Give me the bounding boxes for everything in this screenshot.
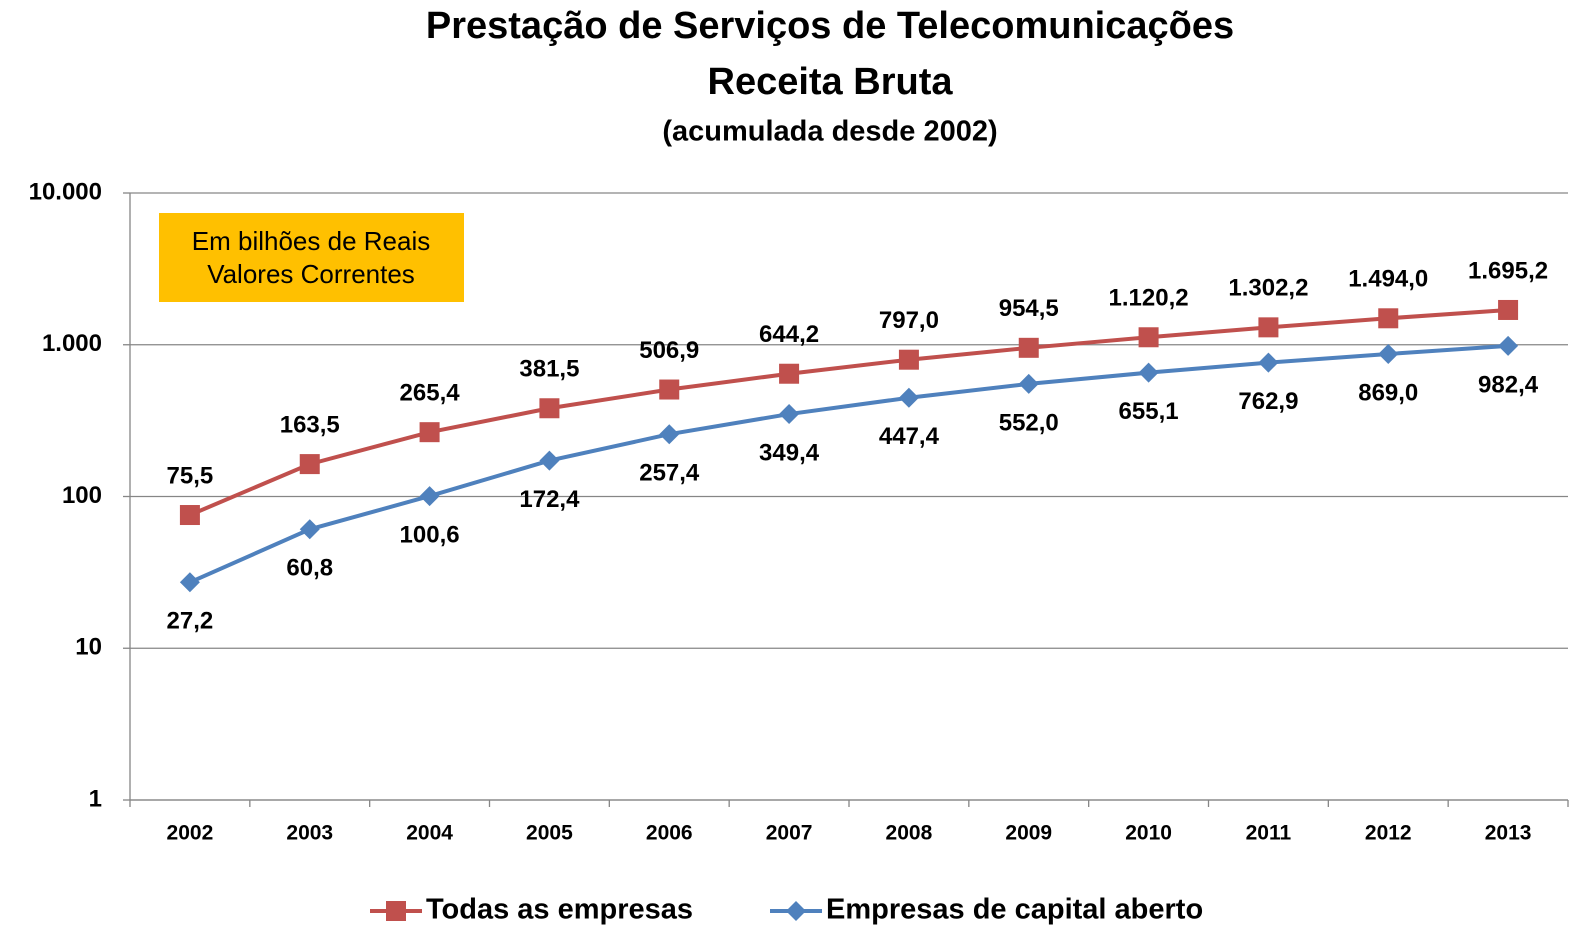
series-line: [189, 307, 1509, 517]
x-tick-label: 2004: [406, 822, 453, 845]
chart-note: (acumulada desde 2002): [662, 116, 997, 148]
x-tick-label: 2008: [886, 822, 933, 845]
data-point: [898, 349, 919, 370]
data-label: 100,6: [400, 521, 460, 548]
x-tick-label: 2009: [1005, 822, 1052, 845]
data-label: 27,2: [167, 608, 214, 635]
chart-title: Prestação de Serviços de Telecomunicaçõe…: [426, 5, 1234, 47]
data-label: 1.302,2: [1228, 275, 1308, 302]
data-label: 265,4: [400, 380, 461, 407]
data-point: [1138, 362, 1159, 383]
data-point: [1378, 308, 1399, 329]
x-tick-label: 2010: [1125, 822, 1172, 845]
data-label: 172,4: [519, 486, 580, 513]
x-tick-label: 2011: [1246, 822, 1292, 845]
x-tick-label: 2007: [766, 822, 813, 845]
data-point: [1018, 337, 1039, 358]
y-tick-label: 10.000: [29, 178, 102, 205]
data-label: 1.494,0: [1348, 266, 1428, 293]
chart-subtitle: Receita Bruta: [708, 61, 954, 103]
x-tick-label: 2005: [526, 822, 573, 845]
y-tick-label: 100: [62, 482, 102, 509]
data-point: [1258, 352, 1279, 373]
data-point: [659, 379, 680, 400]
x-tick-label: 2012: [1365, 822, 1412, 845]
data-label: 381,5: [519, 356, 579, 383]
y-tick-label: 10: [75, 634, 102, 661]
data-point: [1258, 317, 1279, 338]
legend-label: Empresas de capital aberto: [826, 894, 1203, 926]
y-tick-label: 1.000: [42, 330, 102, 357]
data-point: [779, 363, 800, 384]
data-label: 506,9: [639, 337, 699, 364]
data-point: [779, 404, 800, 425]
data-label: 163,5: [280, 411, 340, 438]
data-point: [659, 424, 680, 445]
legend-marker: [786, 901, 806, 921]
data-label: 75,5: [167, 462, 214, 489]
annotation-text: Em bilhões de Reais: [192, 226, 430, 256]
data-label: 447,4: [879, 423, 940, 450]
data-point: [1138, 327, 1159, 348]
data-point: [419, 422, 440, 443]
x-tick-label: 2002: [167, 822, 214, 845]
data-point: [179, 505, 200, 526]
data-label: 869,0: [1358, 379, 1418, 406]
data-point: [419, 486, 440, 507]
data-label: 552,0: [999, 409, 1059, 436]
data-label: 797,0: [879, 307, 939, 334]
data-point: [1378, 344, 1399, 365]
series-line: [189, 343, 1509, 585]
legend-label: Todas as empresas: [426, 894, 693, 926]
legend-marker: [386, 901, 406, 921]
annotation-text: Valores Correntes: [207, 259, 415, 289]
data-label: 762,9: [1238, 388, 1298, 415]
data-label: 1.695,2: [1468, 257, 1548, 284]
data-label: 60,8: [286, 555, 333, 582]
data-label: 349,4: [759, 439, 820, 466]
data-point: [1498, 299, 1519, 320]
data-point: [898, 387, 919, 408]
x-tick-label: 2003: [286, 822, 333, 845]
data-point: [1498, 335, 1519, 356]
data-label: 982,4: [1478, 371, 1539, 398]
data-point: [299, 519, 320, 540]
annotation-box: [159, 213, 464, 302]
x-tick-label: 2006: [646, 822, 693, 845]
data-point: [539, 450, 560, 471]
data-label: 655,1: [1119, 398, 1179, 425]
data-point: [299, 454, 320, 475]
data-label: 954,5: [999, 295, 1059, 322]
data-label: 257,4: [639, 460, 700, 487]
data-label: 1.120,2: [1109, 285, 1189, 312]
data-point: [539, 398, 560, 419]
data-point: [179, 572, 200, 593]
x-tick-label: 2013: [1485, 822, 1532, 845]
y-tick-label: 1: [89, 785, 102, 812]
data-point: [1018, 373, 1039, 394]
data-label: 644,2: [759, 321, 819, 348]
